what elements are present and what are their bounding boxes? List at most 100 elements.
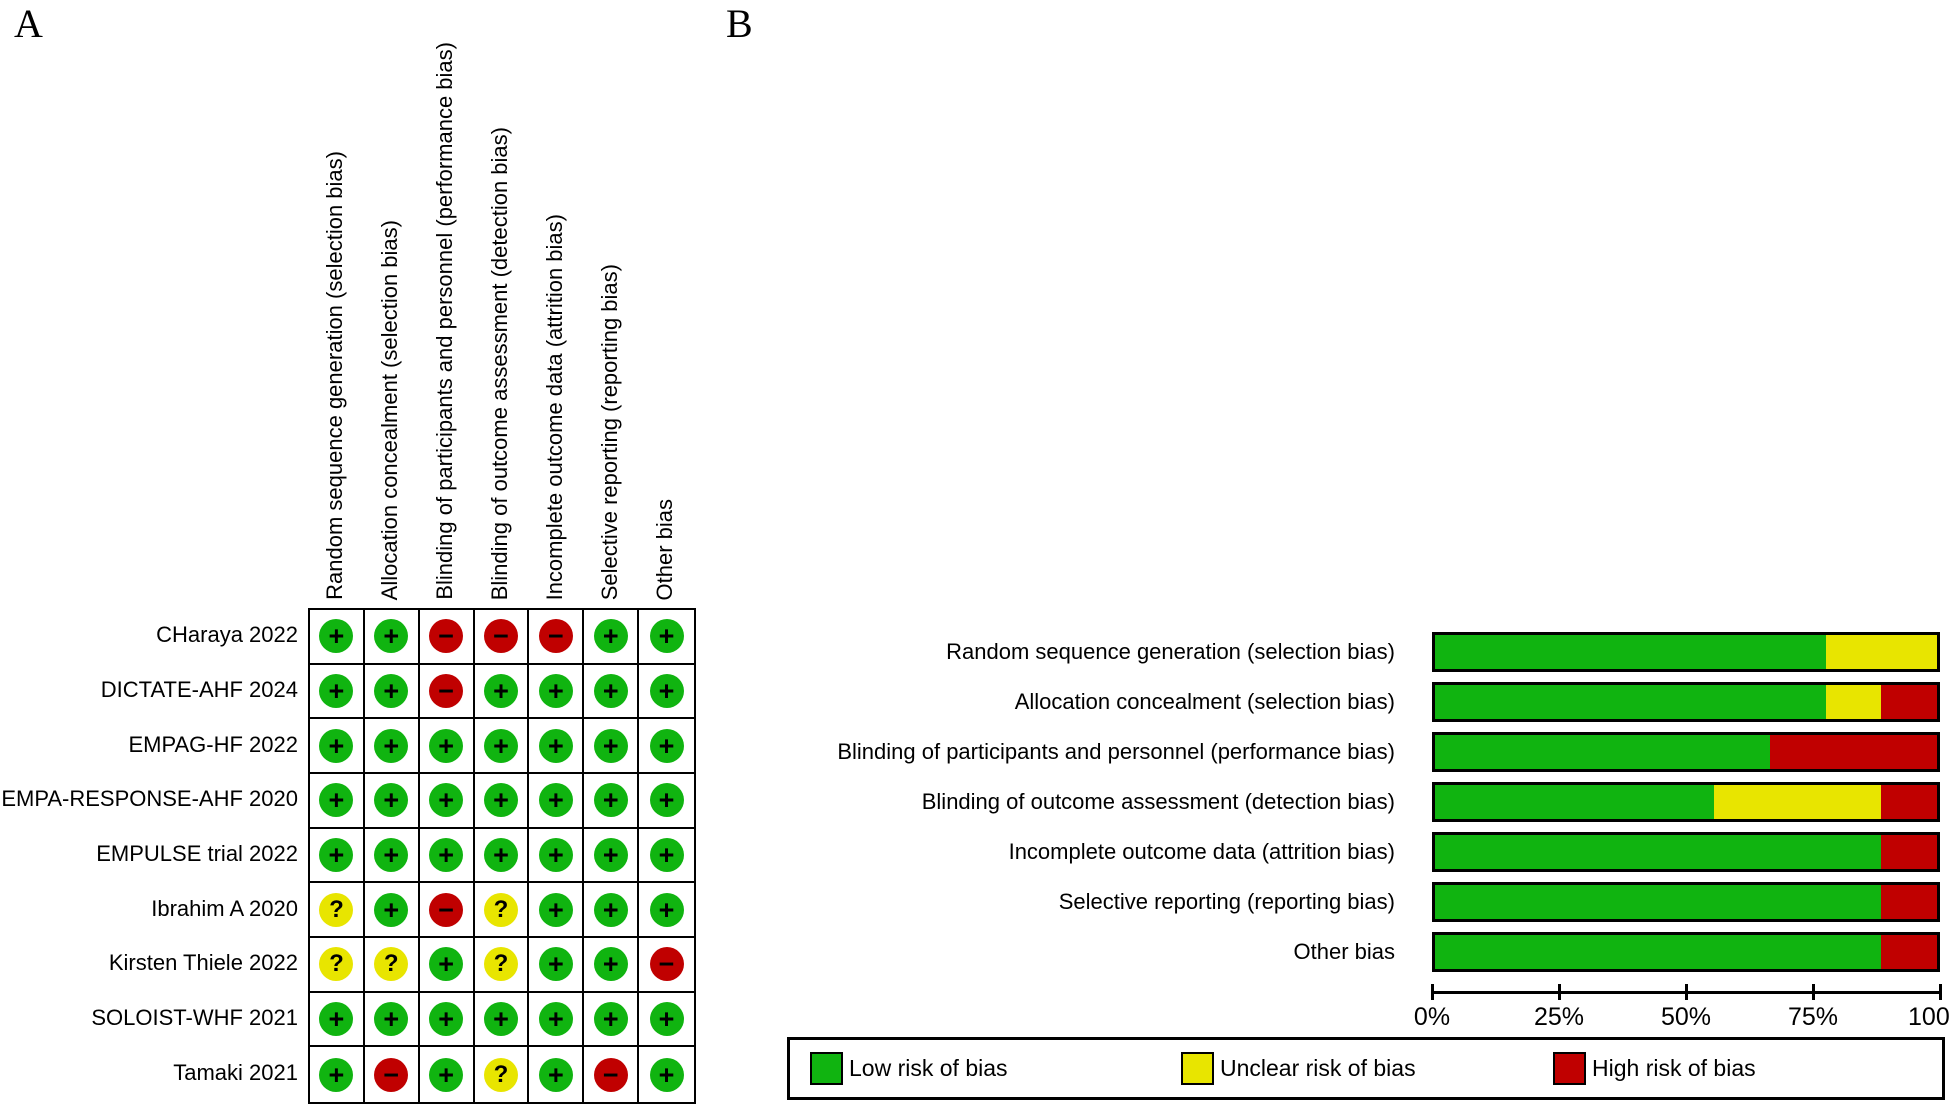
matrix-cell: + xyxy=(474,828,530,884)
bar-segment xyxy=(1435,885,1882,919)
matrix-cell: + xyxy=(474,774,530,829)
stacked-bar xyxy=(1432,632,1940,672)
matrix-cell: + xyxy=(310,992,365,1048)
high-risk-dot: − xyxy=(429,673,464,708)
bar-segment xyxy=(1825,685,1882,719)
legend-item: High risk of bias xyxy=(1553,1040,1756,1097)
bar-segment xyxy=(1881,785,1937,819)
low-risk-dot: + xyxy=(319,673,354,708)
low-risk-dot: + xyxy=(429,728,464,763)
bar-category-label: Blinding of participants and personnel (… xyxy=(837,739,1395,764)
matrix-column-header: Blinding of participants and personnel (… xyxy=(432,42,458,600)
matrix-cell: + xyxy=(529,774,585,829)
matrix-cell: + xyxy=(474,992,530,1048)
matrix-cell: − xyxy=(419,610,475,665)
matrix-cell: − xyxy=(419,883,475,938)
matrix-cell: + xyxy=(529,1047,585,1102)
matrix-cell: − xyxy=(639,938,694,993)
matrix-cell: + xyxy=(310,719,365,774)
x-axis-tick xyxy=(1685,984,1688,1000)
bar-segment xyxy=(1435,735,1770,769)
matrix-cell: + xyxy=(310,1047,365,1102)
low-risk-dot: + xyxy=(483,837,518,872)
bar-segment xyxy=(1435,835,1882,869)
matrix-cell: + xyxy=(364,719,420,774)
study-label: CHaraya 2022 xyxy=(156,622,298,648)
low-risk-dot: + xyxy=(483,1001,518,1036)
low-risk-dot: + xyxy=(483,728,518,763)
study-label: EMPAG-HF 2022 xyxy=(128,731,298,757)
x-axis-tick-label: 0% xyxy=(1413,1003,1451,1031)
high-risk-dot: − xyxy=(374,1057,409,1092)
unclear-risk-dot: ? xyxy=(483,947,518,982)
high-risk-dot: − xyxy=(429,892,464,927)
high-risk-dot: − xyxy=(649,947,684,982)
low-risk-dot: + xyxy=(374,728,409,763)
low-risk-dot: + xyxy=(649,728,684,763)
matrix-cell: + xyxy=(419,992,475,1048)
high-risk-dot: − xyxy=(593,1057,628,1092)
matrix-cell: + xyxy=(419,719,475,774)
risk-legend: Low risk of bias Unclear risk of bias High… xyxy=(787,1037,1945,1100)
matrix-cell: − xyxy=(419,664,475,720)
low-risk-dot: + xyxy=(538,1001,573,1036)
x-axis-tick xyxy=(1558,984,1561,1000)
low-risk-dot: + xyxy=(593,837,628,872)
panel-b-label: B xyxy=(726,1,753,46)
legend-swatch xyxy=(810,1052,843,1085)
matrix-cell: + xyxy=(310,828,365,884)
low-risk-dot: + xyxy=(538,673,573,708)
unclear-risk-dot: ? xyxy=(319,892,354,927)
low-risk-dot: + xyxy=(374,837,409,872)
bar-segment xyxy=(1435,935,1882,969)
low-risk-dot: + xyxy=(649,619,684,654)
matrix-cell: + xyxy=(529,664,585,720)
bar-segment xyxy=(1825,635,1937,669)
matrix-cell: + xyxy=(364,664,420,720)
matrix-cell: ? xyxy=(310,938,365,993)
legend-label: Unclear risk of bias xyxy=(1220,1055,1416,1081)
unclear-risk-dot: ? xyxy=(483,892,518,927)
low-risk-dot: + xyxy=(649,1057,684,1092)
low-risk-dot: + xyxy=(374,619,409,654)
stacked-bar xyxy=(1432,932,1940,972)
panel-a-label: A xyxy=(14,1,43,46)
stacked-bar xyxy=(1432,782,1940,822)
matrix-cell: ? xyxy=(310,883,365,938)
low-risk-dot: + xyxy=(593,1001,628,1036)
high-risk-dot: − xyxy=(538,619,573,654)
stacked-bar xyxy=(1432,882,1940,922)
risk-of-bias-matrix: + + − − − + + + + − + + + + + + + + + + + + + + + + + + + + + + + + +? + −? +… xyxy=(308,608,696,1104)
high-risk-dot: − xyxy=(483,619,518,654)
study-label: Tamaki 2021 xyxy=(173,1059,298,1085)
x-axis-tick-label: 100% xyxy=(1908,1003,1950,1031)
stacked-bar xyxy=(1432,732,1940,772)
matrix-cell: + xyxy=(364,883,420,938)
bar-category-label: Random sequence generation (selection bi… xyxy=(946,639,1395,664)
matrix-cell: + xyxy=(584,883,640,938)
matrix-cell: ? xyxy=(475,1047,530,1102)
low-risk-dot: + xyxy=(319,837,354,872)
low-risk-dot: + xyxy=(649,837,684,872)
matrix-column-header: Allocation concealment (selection bias) xyxy=(377,219,403,600)
bar-segment xyxy=(1714,785,1882,819)
matrix-cell: + xyxy=(639,774,694,829)
bar-segment xyxy=(1435,685,1826,719)
x-axis-tick-label: 75% xyxy=(1787,1003,1839,1031)
matrix-cell: + xyxy=(529,938,585,993)
low-risk-dot: + xyxy=(593,619,628,654)
study-label: EMPULSE trial 2022 xyxy=(96,841,298,866)
matrix-cell: + xyxy=(310,774,365,829)
matrix-cell: + xyxy=(639,883,694,938)
low-risk-dot: + xyxy=(319,1001,354,1036)
x-axis-tick xyxy=(1812,984,1815,1000)
legend-swatch xyxy=(1181,1052,1214,1085)
matrix-cell: + xyxy=(639,665,694,720)
low-risk-dot: + xyxy=(429,783,464,818)
matrix-cell: + xyxy=(420,1047,475,1102)
unclear-risk-dot: ? xyxy=(483,1057,518,1092)
low-risk-dot: + xyxy=(319,728,354,763)
matrix-column-header: Other bias xyxy=(651,498,677,601)
study-label: SOLOIST-WHF 2021 xyxy=(91,1005,298,1030)
legend-swatch xyxy=(1553,1052,1586,1085)
